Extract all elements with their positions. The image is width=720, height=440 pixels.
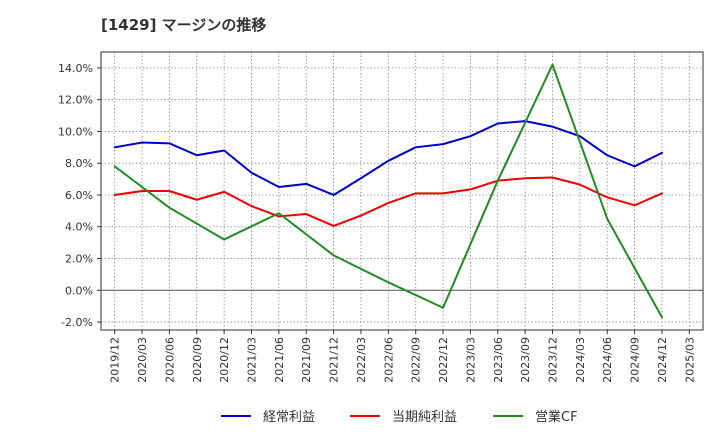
series-lines [113,63,663,319]
x-tick-label: 2021/09 [300,337,313,383]
x-tick-label: 2019/12 [109,337,122,383]
x-tick-label: 2023/03 [464,337,477,383]
x-tick-label: 2023/12 [547,337,560,383]
y-tick-label: -2.0% [61,316,93,329]
legend-label-1: 経常利益 [263,410,315,425]
series-line-1 [113,120,663,196]
x-tick-label: 2024/06 [601,337,614,383]
chart-title: [1429] マージンの推移 [101,16,267,34]
x-tick-label: 2023/06 [492,337,505,383]
legend-label-2: 当期純利益 [392,410,457,425]
y-tick-label: 14.0% [58,62,93,75]
series-line-3 [113,63,663,319]
y-tick-label: 2.0% [65,253,93,266]
x-tick-label: 2023/09 [519,337,532,383]
y-tick-label: 0.0% [65,284,93,297]
series-line-2 [113,176,663,227]
x-tick-label: 2024/09 [629,337,642,383]
x-tick-label: 2022/03 [355,337,368,383]
x-axis-ticks: 2019/12 2020/03 2020/06 2020/09 2020/12 2021/… [109,330,696,383]
x-tick-label: 2022/06 [382,337,395,383]
x-tick-label: 2024/12 [656,337,669,383]
x-tick-label: 2020/03 [136,337,149,383]
x-tick-label: 2025/03 [683,337,696,383]
plot-area [101,52,703,330]
y-tick-label: 6.0% [65,189,93,202]
grid [101,52,703,330]
legend-label-3: 営業CF [535,409,578,425]
y-tick-label: 8.0% [65,157,93,170]
x-tick-label: 2021/12 [328,337,341,383]
x-tick-label: 2020/06 [163,337,176,383]
x-tick-label: 2020/12 [218,337,231,383]
y-tick-label: 4.0% [65,221,93,234]
plot-frame [100,51,704,331]
y-tick-label: 12.0% [58,94,93,107]
y-axis-ticks: 14.0% 12.0% 10.0% 8.0% 6.0% 4.0% 2.0% 0.0% -2.0% [58,62,101,329]
x-tick-label: 2022/12 [437,337,450,383]
x-tick-label: 2024/03 [574,337,587,383]
x-tick-label: 2021/03 [246,337,259,383]
legend: 経常利益 当期純利益 営業CF [221,409,578,425]
y-tick-label: 10.0% [58,125,93,138]
x-tick-label: 2020/09 [191,337,204,383]
x-tick-label: 2021/06 [273,337,286,383]
x-tick-label: 2022/09 [410,337,423,383]
